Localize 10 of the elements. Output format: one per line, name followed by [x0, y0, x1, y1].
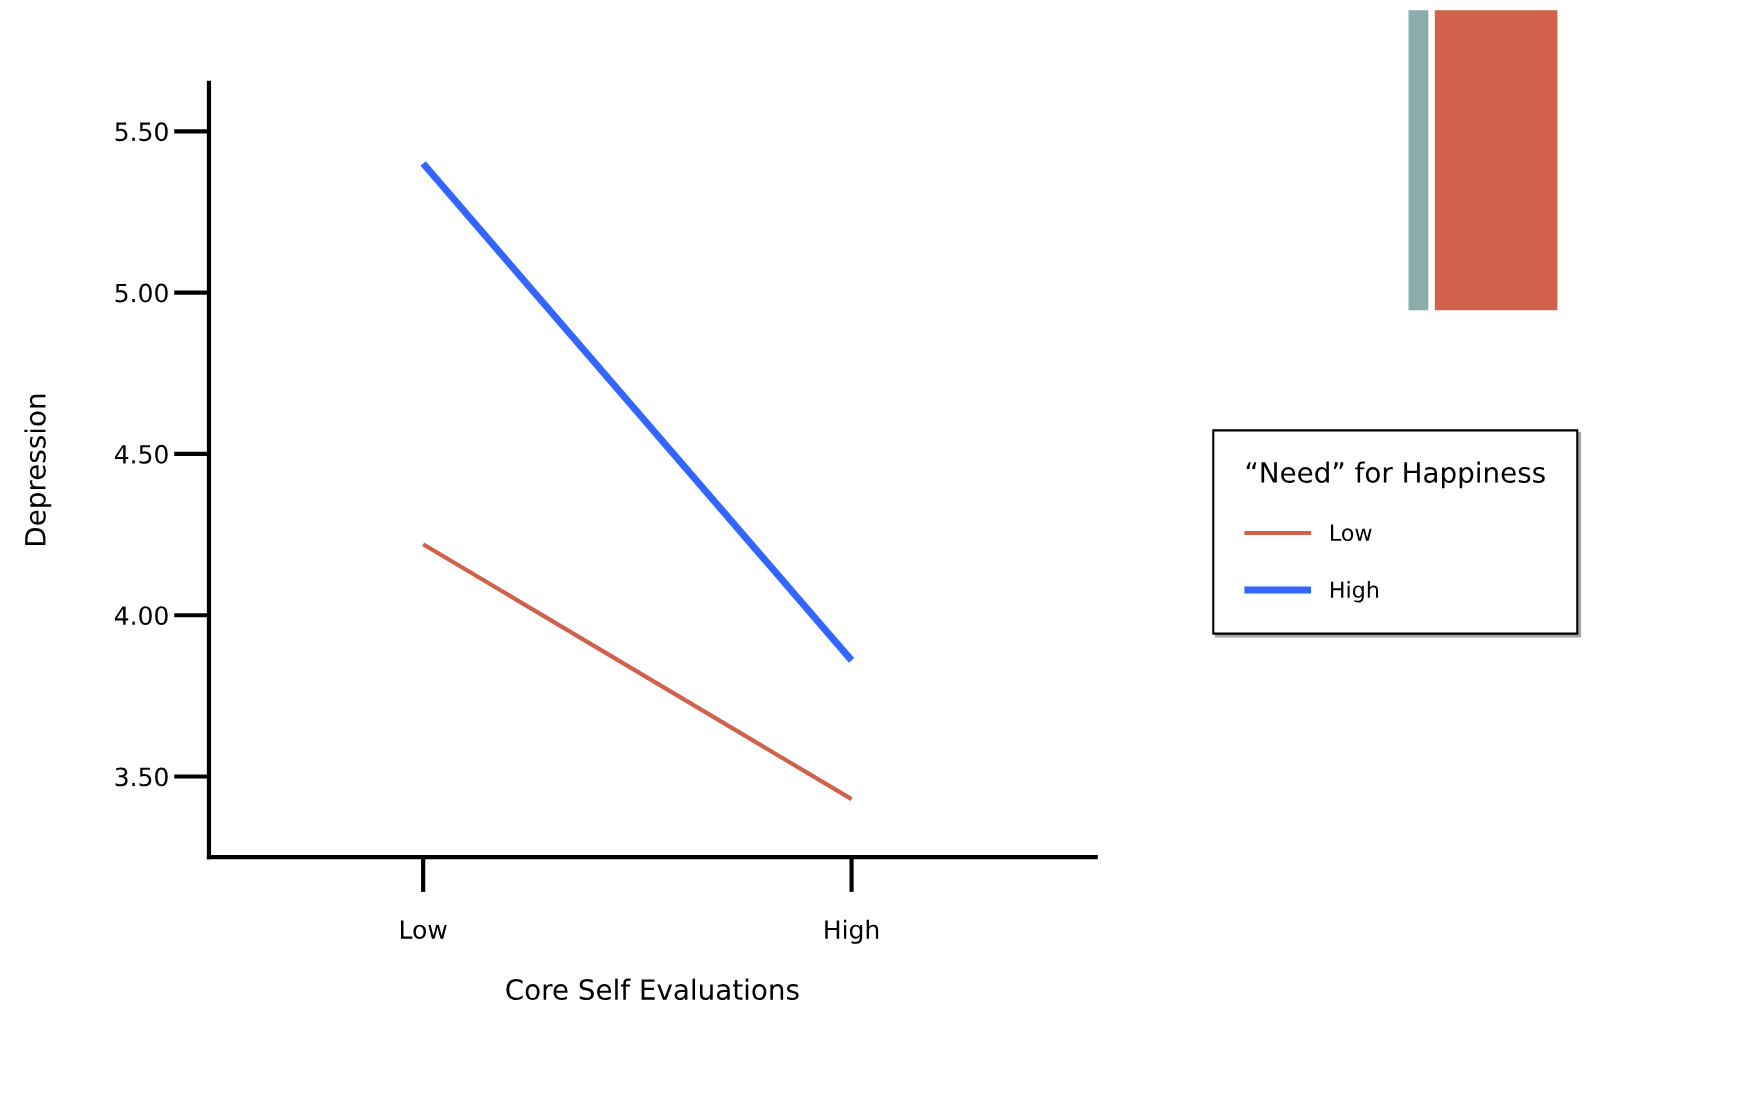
legend-label: High — [1331, 580, 1379, 603]
legend-label: Low — [1331, 524, 1372, 542]
legend-title: “Need” for Happiness — [1246, 461, 1545, 489]
y-tick-label: 4.00 — [114, 606, 168, 626]
y-tick-label: 3.50 — [115, 767, 168, 787]
y-tick-label: 5.00 — [115, 283, 168, 303]
y-tick-label: 4.50 — [114, 444, 168, 464]
y-tick-label: 5.50 — [115, 122, 168, 142]
x-axis-title: Core Self Evaluations — [506, 978, 799, 1001]
y-axis-title: Depression — [24, 394, 52, 545]
